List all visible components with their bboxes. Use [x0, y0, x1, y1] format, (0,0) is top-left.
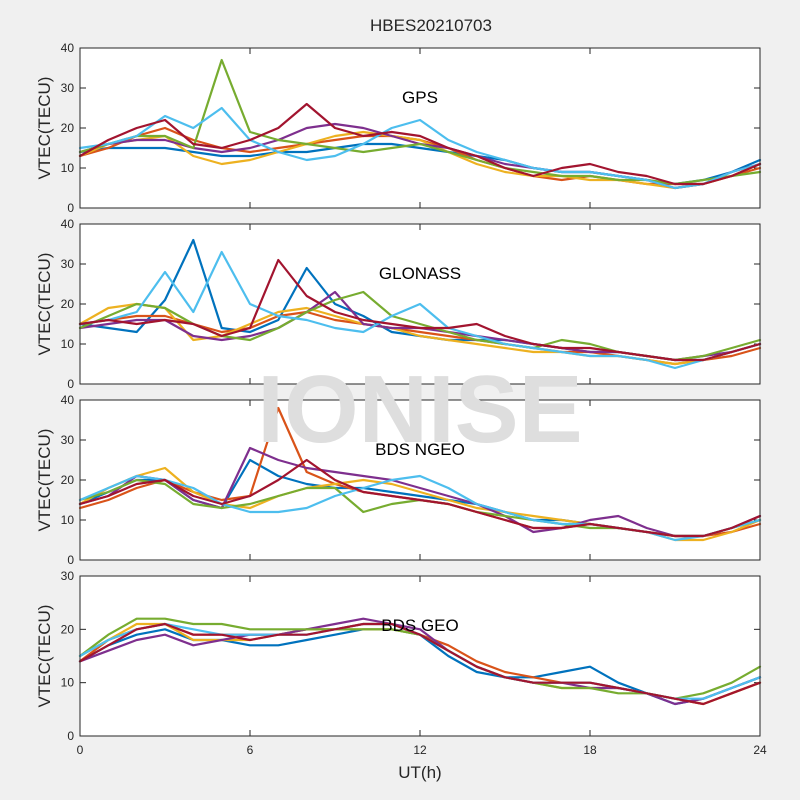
y-tick-label: 0: [67, 553, 74, 567]
figure-title: HBES20210703: [370, 16, 492, 35]
y-tick-label: 10: [61, 337, 75, 351]
x-tick-label: 18: [583, 743, 597, 757]
y-tick-label: 20: [61, 622, 75, 636]
y-tick-label: 30: [61, 569, 75, 583]
panel-annotation: GPS: [402, 88, 438, 107]
series-line: [78, 622, 762, 706]
y-axis-label: VTEC(TECU): [35, 429, 54, 532]
x-tick-label: 24: [753, 743, 767, 757]
series-line: [78, 250, 762, 370]
series-line: [78, 106, 762, 190]
watermark: IONISE: [257, 356, 582, 463]
y-tick-label: 20: [61, 473, 75, 487]
y-tick-label: 0: [67, 201, 74, 215]
y-tick-label: 0: [67, 729, 74, 743]
y-tick-label: 0: [67, 377, 74, 391]
axes-box: [79, 575, 761, 737]
y-tick-label: 10: [61, 161, 75, 175]
panel-annotation: GLONASS: [379, 264, 461, 283]
y-tick-label: 30: [61, 81, 75, 95]
axes-box: [79, 223, 761, 385]
y-tick-label: 40: [61, 41, 75, 55]
x-tick-label: 0: [77, 743, 84, 757]
series-line: [78, 458, 762, 538]
y-tick-label: 30: [61, 433, 75, 447]
subplot-4: 0 6 12 18 24 0 10 20 30 BDS GEO VTEC(TECU) UT(h): [35, 569, 767, 782]
plot-area: [80, 400, 760, 560]
y-axis-label: VTEC(TECU): [35, 253, 54, 356]
subplot-1: 0 10 20 30 40 GPS VTEC(TECU): [35, 41, 762, 215]
series-line: [78, 258, 762, 362]
y-tick-label: 30: [61, 257, 75, 271]
axes-box: [79, 47, 761, 209]
y-tick-label: 20: [61, 121, 75, 135]
panel-annotation: BDS GEO: [381, 616, 458, 635]
axes-box: [79, 399, 761, 561]
y-tick-label: 10: [61, 513, 75, 527]
x-tick-label: 12: [413, 743, 427, 757]
y-tick-label: 10: [61, 676, 75, 690]
subplots: 0 10 20 30 40 GPS VTEC(TECU) 0 10 20 30 40 GLONASS VT…: [35, 41, 767, 782]
y-axis-label: VTEC(TECU): [35, 605, 54, 708]
y-tick-label: 40: [61, 393, 75, 407]
subplot-2: 0 10 20 30 40 GLONASS VTEC(TECU): [35, 217, 762, 391]
y-tick-label: 20: [61, 297, 75, 311]
plot-area: [80, 576, 760, 736]
y-axis-label: VTEC(TECU): [35, 77, 54, 180]
series-line: [78, 102, 762, 186]
series-line: [78, 130, 762, 190]
x-tick-label: 6: [247, 743, 254, 757]
x-axis-label: UT(h): [398, 763, 441, 782]
series-line: [78, 446, 762, 538]
y-tick-label: 40: [61, 217, 75, 231]
subplot-3: 0 10 20 30 40 BDS NGEO VTEC(TECU): [35, 393, 762, 567]
panel-annotation: BDS NGEO: [375, 440, 465, 459]
